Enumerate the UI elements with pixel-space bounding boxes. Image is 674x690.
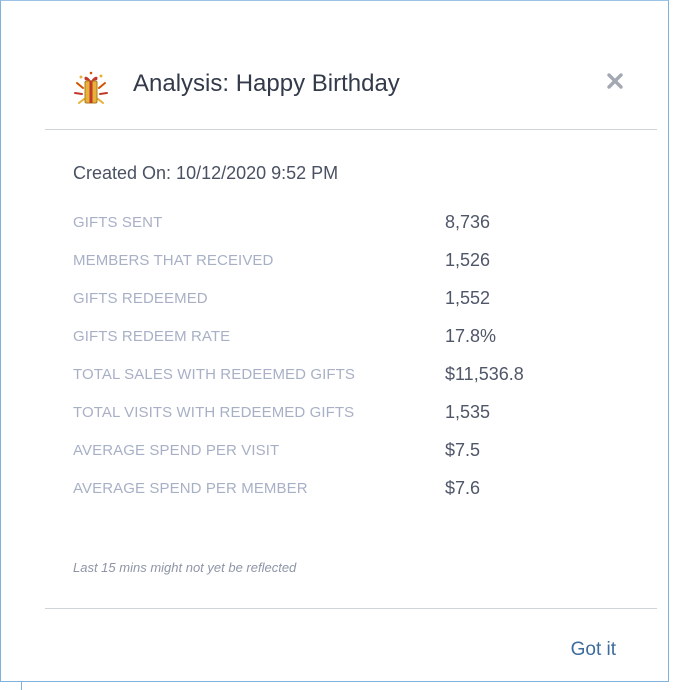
stat-row-members-received: MEMBERS THAT RECEIVED 1,526 [73, 243, 613, 281]
stat-row-avg-spend-visit: AVERAGE SPEND PER VISIT $7.5 [73, 433, 613, 471]
stat-label: AVERAGE SPEND PER VISIT [73, 442, 280, 459]
stat-value: 17.8% [445, 326, 497, 346]
stat-row-total-visits: TOTAL VISITS WITH REDEEMED GIFTS 1,535 [73, 395, 613, 433]
stat-value: 1,535 [445, 402, 491, 422]
stat-label: GIFTS REDEEMED [73, 290, 208, 307]
reflection-note: Last 15 mins might not yet be reflected [73, 560, 297, 575]
stat-row-avg-spend-member: AVERAGE SPEND PER MEMBER $7.6 [73, 471, 613, 509]
stat-value: 1,526 [445, 250, 491, 270]
stat-row-gifts-sent: GIFTS SENT 8,736 [73, 205, 613, 243]
stats-list: GIFTS SENT 8,736 MEMBERS THAT RECEIVED 1… [73, 205, 613, 509]
stat-row-gifts-redeemed: GIFTS REDEEMED 1,552 [73, 281, 613, 319]
dialog-header: Analysis: Happy Birthday [45, 57, 657, 130]
stat-value: 1,552 [445, 288, 491, 308]
stat-row-redeem-rate: GIFTS REDEEM RATE 17.8% [73, 319, 613, 357]
stat-value: $11,536.8 [445, 364, 524, 384]
stat-value: $7.5 [445, 440, 481, 460]
dialog-title: Analysis: Happy Birthday [133, 70, 400, 97]
footer-divider [45, 608, 657, 609]
gift-celebration-icon [71, 69, 111, 109]
stat-label: MEMBERS THAT RECEIVED [73, 252, 274, 269]
stat-value: 8,736 [445, 212, 491, 232]
stat-label: GIFTS SENT [73, 214, 163, 231]
stat-value: $7.6 [445, 478, 481, 498]
created-on-text: Created On: 10/12/2020 9:52 PM [73, 163, 339, 183]
stat-label: AVERAGE SPEND PER MEMBER [73, 480, 308, 497]
window-edge-tick [21, 681, 22, 690]
stat-row-total-sales: TOTAL SALES WITH REDEEMED GIFTS $11,536.… [73, 357, 613, 395]
stat-label: TOTAL SALES WITH REDEEMED GIFTS [73, 366, 356, 383]
stat-label: GIFTS REDEEM RATE [73, 328, 231, 345]
got-it-button[interactable]: Got it [571, 637, 616, 663]
close-icon[interactable] [603, 69, 627, 93]
stat-label: TOTAL VISITS WITH REDEEMED GIFTS [73, 404, 355, 421]
